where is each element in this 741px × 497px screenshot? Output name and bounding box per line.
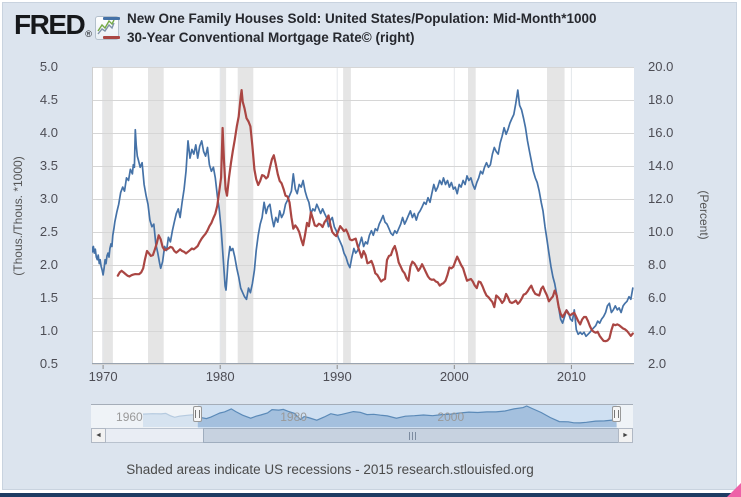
- right-axis-tick-label: 18.0: [648, 92, 674, 107]
- legend-item-mortgage-rate[interactable]: 30-Year Conventional Mortgage Rate© (rig…: [103, 28, 597, 47]
- right-axis-tick-label: 20.0: [648, 59, 674, 74]
- fred-logo[interactable]: FRED ®: [14, 11, 119, 40]
- legend-swatch-red: [103, 36, 120, 39]
- legend-label-houses-sold: New One Family Houses Sold: United State…: [127, 11, 597, 26]
- bottom-border-bar: [0, 493, 741, 497]
- left-axis-tick-label: 2.5: [39, 224, 58, 239]
- fred-logo-text: FRED: [14, 9, 86, 40]
- right-axis-tick-label: 16.0: [648, 125, 674, 140]
- scrollbar-left-arrow-button[interactable]: ◄: [91, 428, 106, 443]
- range-selector-right-handle[interactable]: [612, 406, 622, 422]
- range-selector-year-label: 1960: [116, 410, 143, 424]
- fred-logo-sparkline-icon: [94, 16, 119, 40]
- right-axis-tick-label: 4.0: [648, 323, 667, 338]
- left-axis-tick-label: 4.5: [39, 92, 58, 107]
- x-axis-tick-label: 1970: [88, 369, 118, 384]
- x-axis-tick-label: 2000: [439, 369, 469, 384]
- left-axis-tick-label: 3.5: [39, 158, 58, 173]
- left-axis-tick-label: 4.0: [39, 125, 58, 140]
- left-axis-tick-label: 0.5: [39, 356, 58, 371]
- scrollbar-thumb[interactable]: [203, 428, 621, 443]
- main-chart-plot[interactable]: [92, 67, 634, 370]
- range-selector-year-label: 2000: [437, 410, 465, 424]
- x-axis-tick-label: 1990: [322, 369, 352, 384]
- right-axis-tick-label: 14.0: [648, 158, 674, 173]
- left-axis-tick-label: 5.0: [39, 59, 58, 74]
- legend-item-houses-sold[interactable]: New One Family Houses Sold: United State…: [103, 9, 597, 28]
- scrollbar-right-arrow-button[interactable]: ►: [618, 428, 633, 443]
- footer-note: Shaded areas indicate US recessions - 20…: [126, 462, 534, 477]
- right-axis-tick-label: 12.0: [648, 191, 674, 206]
- right-axis-tick-label: 10.0: [648, 224, 674, 239]
- fred-logo-registered-mark: ®: [85, 29, 92, 39]
- legend-swatch-blue: [103, 17, 120, 20]
- right-axis-tick-label: 8.0: [648, 257, 667, 272]
- x-axis-tick-label: 2010: [556, 369, 586, 384]
- left-axis-tick-label: 1.0: [39, 323, 58, 338]
- range-selector-chart[interactable]: [91, 404, 633, 428]
- range-selector-left-handle[interactable]: [193, 406, 203, 422]
- left-axis-tick-label: 3.0: [39, 191, 58, 206]
- left-axis-tick-label: 2.0: [39, 257, 58, 272]
- left-axis-tick-label: 1.5: [39, 290, 58, 305]
- range-scrollbar[interactable]: ◄ ►: [91, 428, 633, 443]
- right-axis-tick-label: 6.0: [648, 290, 667, 305]
- legend-label-mortgage-rate: 30-Year Conventional Mortgage Rate© (rig…: [127, 30, 415, 45]
- right-axis-tick-label: 2.0: [648, 356, 667, 371]
- x-axis-tick-label: 1980: [205, 369, 235, 384]
- right-axis-unit-label: (Percent): [697, 190, 711, 240]
- legend: New One Family Houses Sold: United State…: [103, 9, 597, 47]
- resize-corner-handle[interactable]: [727, 483, 741, 497]
- range-selector-year-label: 1980: [280, 410, 307, 424]
